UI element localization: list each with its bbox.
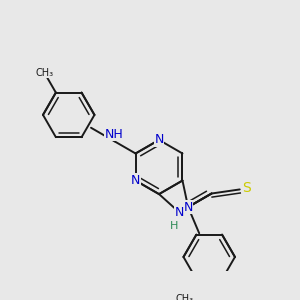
Text: CH₃: CH₃ xyxy=(35,68,53,78)
Text: N: N xyxy=(131,174,140,187)
Text: N: N xyxy=(154,134,164,146)
Text: S: S xyxy=(242,182,251,195)
Text: N: N xyxy=(175,206,184,219)
Text: NH: NH xyxy=(105,128,124,141)
Text: N: N xyxy=(183,201,193,214)
Text: H: H xyxy=(170,221,178,231)
Text: CH₃: CH₃ xyxy=(176,294,194,300)
